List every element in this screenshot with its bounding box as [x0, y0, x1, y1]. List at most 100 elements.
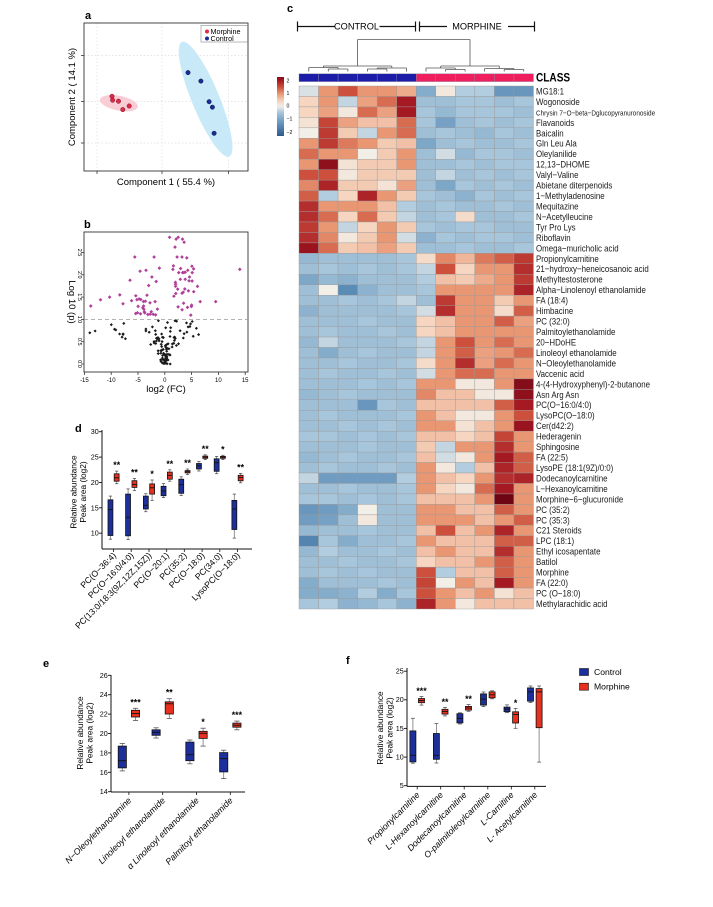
svg-text:Ethyl icosapentate: Ethyl icosapentate [536, 546, 601, 557]
svg-text:Peak area (log2): Peak area (log2) [78, 461, 88, 523]
svg-text:Dodecanoylcarnitine: Dodecanoylcarnitine [536, 473, 608, 484]
svg-text:2.5: 2.5 [76, 249, 82, 257]
svg-text:Cer(d42:2): Cer(d42:2) [536, 420, 574, 431]
svg-text:Vaccenic acid: Vaccenic acid [536, 368, 584, 379]
svg-text:Himbacine: Himbacine [536, 305, 573, 316]
svg-text:Component 2 ( 14.1 %): Component 2 ( 14.1 %) [67, 48, 78, 146]
svg-text:15: 15 [396, 724, 404, 733]
svg-text:***: *** [416, 686, 427, 696]
svg-text:PC (35:3): PC (35:3) [536, 515, 570, 526]
svg-text:Morphine: Morphine [211, 27, 241, 36]
svg-text:-5: -5 [135, 378, 141, 384]
svg-text:0.5: 0.5 [76, 338, 82, 346]
svg-text:PC(O−16:0/4:0): PC(O−16:0/4:0) [536, 400, 592, 411]
svg-text:N−Oleoylethanolamide: N−Oleoylethanolamide [536, 358, 616, 369]
svg-text:*: * [221, 444, 225, 454]
svg-text:2.0: 2.0 [76, 271, 82, 279]
svg-text:Log 10 (p): Log 10 (p) [66, 280, 77, 323]
svg-text:Relative abundance: Relative abundance [375, 691, 385, 765]
svg-text:Linoleoyl ethanolamide: Linoleoyl ethanolamide [96, 795, 167, 866]
svg-text:L−Hexanoylcarnitine: L−Hexanoylcarnitine [536, 483, 608, 494]
svg-text:20: 20 [396, 695, 404, 704]
svg-text:Hederagenin: Hederagenin [536, 431, 581, 442]
svg-text:Tyr Pro Lys: Tyr Pro Lys [536, 222, 576, 233]
svg-text:15: 15 [242, 378, 249, 384]
svg-text:MORPHINE: MORPHINE [452, 22, 502, 32]
svg-text:1: 1 [287, 91, 290, 97]
svg-text:CLASS: CLASS [536, 72, 570, 85]
svg-text:14: 14 [100, 787, 108, 796]
svg-text:0: 0 [163, 378, 167, 384]
svg-text:a: a [85, 10, 92, 22]
svg-text:18: 18 [100, 748, 108, 757]
svg-text:Wogonoside: Wogonoside [536, 96, 580, 107]
svg-text:10: 10 [215, 378, 222, 384]
svg-text:d: d [75, 423, 82, 435]
svg-text:Relative abundance: Relative abundance [75, 696, 85, 770]
svg-text:PC (35:2): PC (35:2) [536, 504, 570, 515]
svg-text:25: 25 [396, 667, 404, 676]
svg-text:Flavanoids: Flavanoids [536, 117, 575, 128]
svg-text:b: b [84, 219, 91, 231]
svg-text:*: * [150, 469, 154, 479]
svg-text:Morphine: Morphine [536, 567, 569, 578]
svg-text:Peak area (log2): Peak area (log2) [85, 702, 95, 764]
svg-text:0: 0 [287, 104, 290, 110]
svg-text:N−Acetylleucine: N−Acetylleucine [536, 211, 593, 222]
svg-text:*: * [201, 717, 205, 727]
svg-text:20: 20 [91, 478, 99, 487]
svg-text:26: 26 [100, 671, 108, 680]
svg-text:Palmitoyl ethanolamide: Palmitoyl ethanolamide [163, 795, 234, 866]
svg-text:*: * [514, 698, 518, 708]
svg-text:FA (18:4): FA (18:4) [536, 295, 568, 306]
svg-text:c: c [287, 3, 293, 15]
svg-text:LysoPC(O−18:0): LysoPC(O−18:0) [536, 410, 595, 421]
svg-text:-10: -10 [107, 378, 116, 384]
svg-text:5: 5 [400, 781, 404, 790]
svg-text:15: 15 [91, 503, 99, 512]
svg-text:**: ** [184, 458, 191, 468]
svg-text:FA (22:0): FA (22:0) [536, 577, 568, 588]
svg-text:Morphine−6−glucuronide: Morphine−6−glucuronide [536, 494, 623, 505]
svg-text:Linoleoyl ethanolamide: Linoleoyl ethanolamide [536, 347, 617, 358]
svg-text:Methyltestosterone: Methyltestosterone [536, 274, 603, 285]
svg-text:Chrysin 7−O−beta−Dglucopyranur: Chrysin 7−O−beta−Dglucopyranuronoside [536, 110, 655, 118]
svg-text:**: ** [237, 462, 244, 472]
svg-text:20: 20 [100, 729, 108, 738]
svg-text:-15: -15 [80, 378, 89, 384]
svg-text:log2 (FC): log2 (FC) [146, 384, 186, 395]
svg-text:Relative abundance: Relative abundance [69, 455, 79, 529]
svg-text:Baicalin: Baicalin [536, 128, 564, 139]
svg-text:LysoPE (18:1(9Z)/0:0): LysoPE (18:1(9Z)/0:0) [536, 462, 613, 473]
svg-text:12,13−DHOME: 12,13−DHOME [536, 159, 590, 170]
svg-text:Riboflavin: Riboflavin [536, 232, 571, 243]
svg-text:***: *** [232, 710, 243, 720]
svg-text:16: 16 [100, 768, 108, 777]
svg-text:Methylarachidic acid: Methylarachidic acid [536, 598, 608, 609]
svg-text:24: 24 [100, 690, 108, 699]
svg-text:Abietane diterpenoids: Abietane diterpenoids [536, 180, 613, 191]
svg-text:Mequitazine: Mequitazine [536, 201, 579, 212]
svg-text:PC (32:0): PC (32:0) [536, 316, 570, 327]
svg-text:−1: −1 [287, 117, 293, 123]
svg-text:10: 10 [396, 753, 404, 762]
svg-text:f: f [346, 655, 350, 667]
svg-text:30: 30 [91, 427, 99, 436]
svg-text:10: 10 [91, 529, 99, 538]
svg-text:−2: −2 [287, 130, 293, 136]
svg-text:21−hydroxy−heneicosanoic acid: 21−hydroxy−heneicosanoic acid [536, 264, 649, 275]
svg-text:20−HDoHE: 20−HDoHE [536, 337, 576, 348]
svg-text:**: ** [166, 688, 173, 698]
svg-text:Control: Control [211, 34, 235, 43]
svg-text:Morphine: Morphine [594, 682, 630, 692]
svg-text:FA (22:5): FA (22:5) [536, 452, 568, 463]
svg-text:22: 22 [100, 710, 108, 719]
svg-text:LPC (18:1): LPC (18:1) [536, 536, 574, 547]
svg-text:Palmitoylethanolamide: Palmitoylethanolamide [536, 326, 616, 337]
svg-text:MG18:1: MG18:1 [536, 86, 564, 97]
svg-text:1.0: 1.0 [76, 316, 82, 324]
svg-text:5: 5 [190, 378, 194, 384]
svg-text:Propionylcarnitine: Propionylcarnitine [536, 253, 599, 264]
svg-text:Peak area (log2): Peak area (log2) [384, 697, 394, 759]
svg-text:Control: Control [594, 667, 622, 677]
